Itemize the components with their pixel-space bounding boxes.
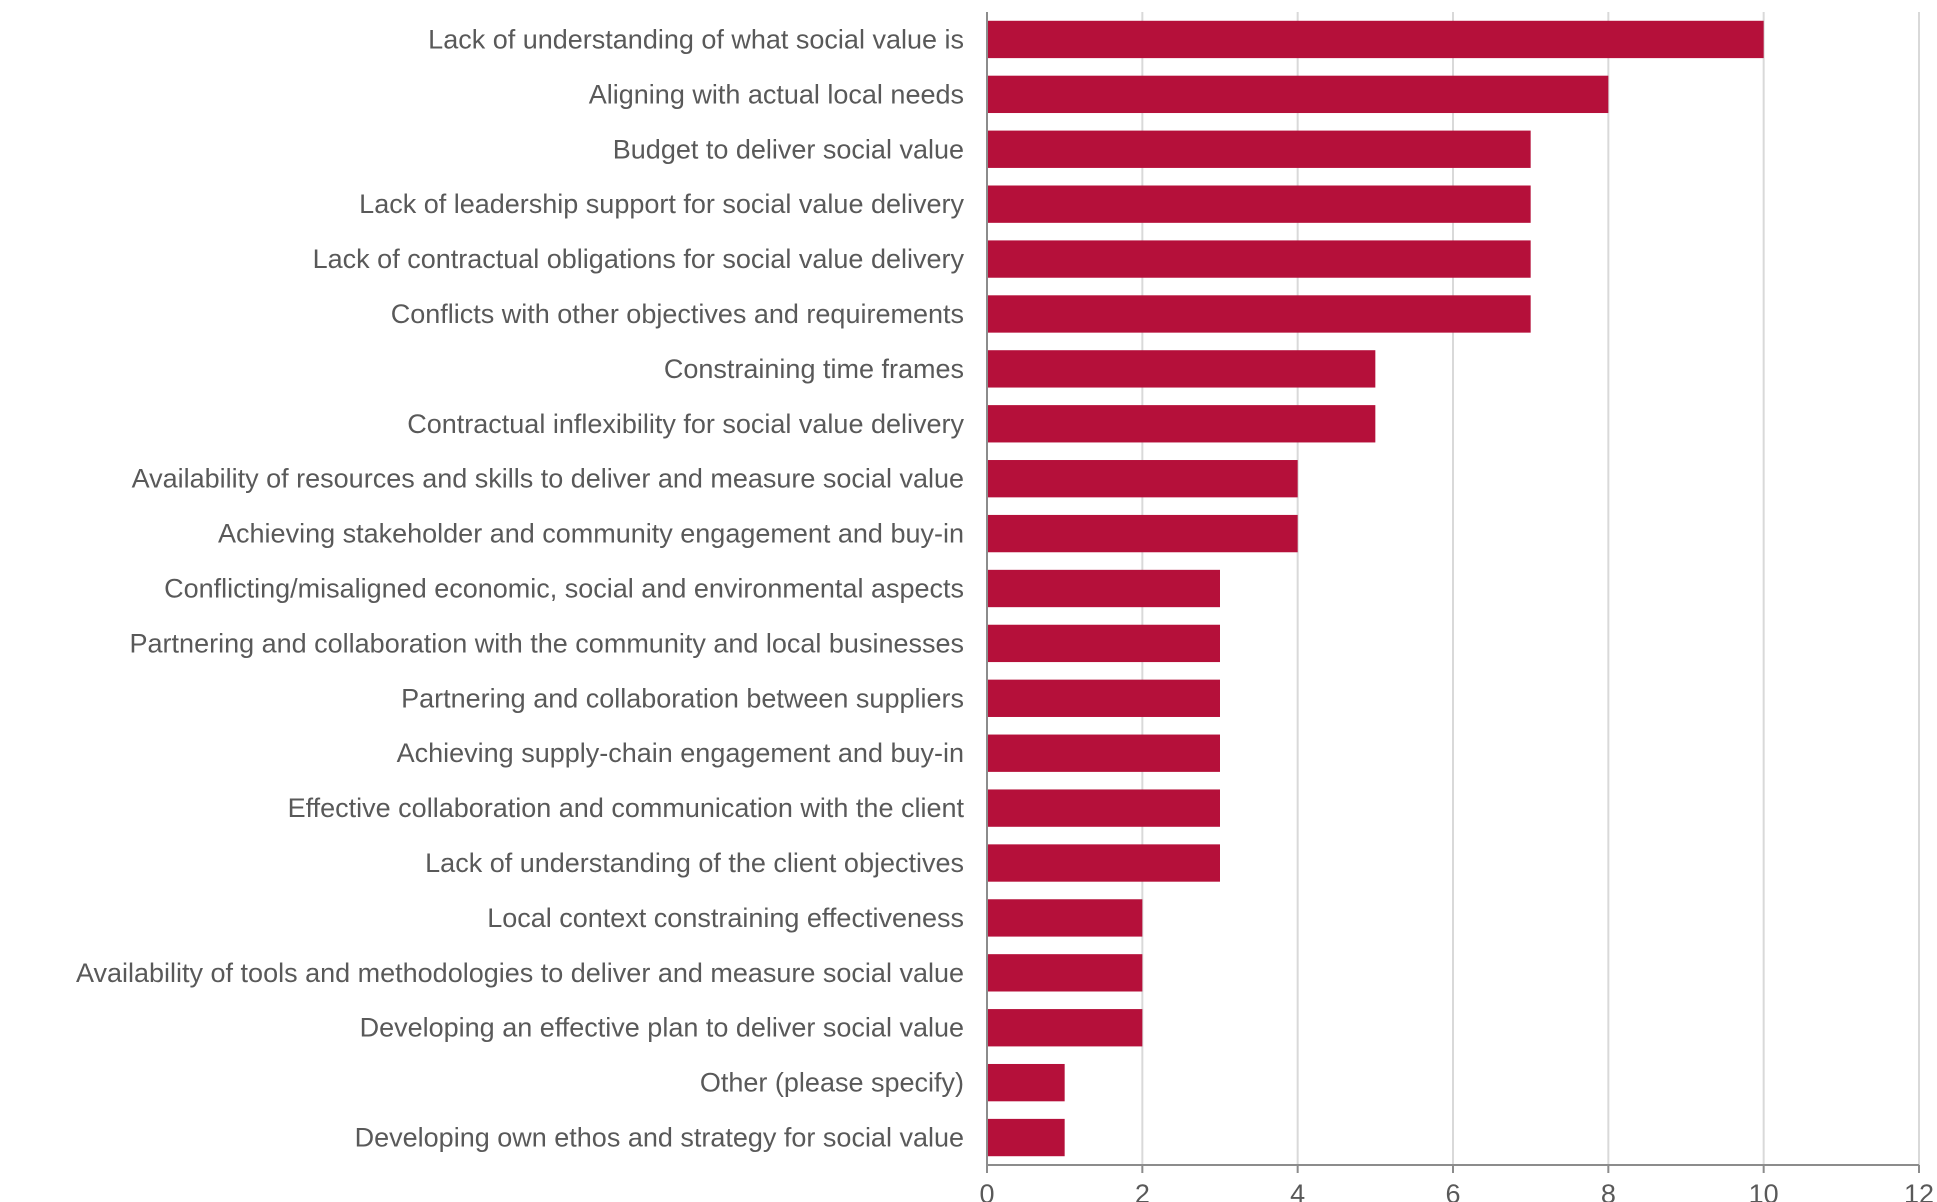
bar xyxy=(987,844,1220,882)
bar xyxy=(987,679,1220,717)
x-tick-label: 6 xyxy=(1445,1179,1460,1202)
gridlines xyxy=(1141,12,1920,1165)
bar xyxy=(987,75,1609,114)
bar xyxy=(987,185,1531,223)
category-label: Achieving stakeholder and community enga… xyxy=(218,519,964,549)
bar xyxy=(987,514,1298,553)
x-tick-label: 0 xyxy=(979,1179,994,1202)
bar xyxy=(987,240,1531,278)
bar xyxy=(987,1063,1065,1102)
bar xyxy=(987,405,1376,443)
bar xyxy=(987,20,1764,59)
category-label: Conflicts with other objectives and requ… xyxy=(391,299,964,329)
bar xyxy=(987,954,1143,992)
category-label: Partnering and collaboration with the co… xyxy=(130,628,964,658)
bar xyxy=(987,734,1220,772)
bar xyxy=(987,569,1220,608)
category-label: Developing an effective plan to deliver … xyxy=(360,1013,964,1043)
bars xyxy=(987,20,1764,1157)
bar xyxy=(987,460,1298,498)
category-label: Lack of understanding of what social val… xyxy=(428,24,964,54)
category-label: Availability of resources and skills to … xyxy=(132,464,964,494)
bar xyxy=(987,295,1531,333)
bar xyxy=(987,1009,1143,1047)
axes xyxy=(986,12,1920,1173)
category-label: Lack of contractual obligations for soci… xyxy=(313,244,965,274)
bar xyxy=(987,1118,1065,1157)
category-label: Effective collaboration and communicatio… xyxy=(288,793,965,823)
category-label: Budget to deliver social value xyxy=(613,134,964,164)
bar xyxy=(987,350,1376,388)
x-tick-label: 10 xyxy=(1749,1179,1779,1202)
x-tick-labels: 0 2 4 6 8 10 12 xyxy=(979,1179,1934,1202)
bar xyxy=(987,624,1220,663)
x-tick-label: 12 xyxy=(1904,1179,1934,1202)
bar xyxy=(987,899,1143,937)
category-labels: Lack of understanding of what social val… xyxy=(76,24,965,1152)
category-label: Aligning with actual local needs xyxy=(589,79,964,109)
x-tick-label: 4 xyxy=(1290,1179,1305,1202)
category-label: Developing own ethos and strategy for so… xyxy=(355,1123,964,1153)
bar xyxy=(987,130,1531,168)
category-label: Contractual inflexibility for social val… xyxy=(407,409,964,439)
category-label: Lack of understanding of the client obje… xyxy=(425,848,964,878)
category-label: Partnering and collaboration between sup… xyxy=(401,683,964,713)
category-label: Achieving supply-chain engagement and bu… xyxy=(397,738,964,768)
category-label: Availability of tools and methodologies … xyxy=(76,958,964,988)
x-tick-label: 2 xyxy=(1135,1179,1150,1202)
category-label: Lack of leadership support for social va… xyxy=(359,189,964,219)
category-label: Local context constraining effectiveness xyxy=(487,903,964,933)
category-label: Conflicting/misaligned economic, social … xyxy=(164,574,964,604)
bar xyxy=(987,789,1220,827)
category-label: Other (please specify) xyxy=(700,1068,964,1098)
x-tick-label: 8 xyxy=(1601,1179,1616,1202)
category-label: Constraining time frames xyxy=(664,354,964,384)
